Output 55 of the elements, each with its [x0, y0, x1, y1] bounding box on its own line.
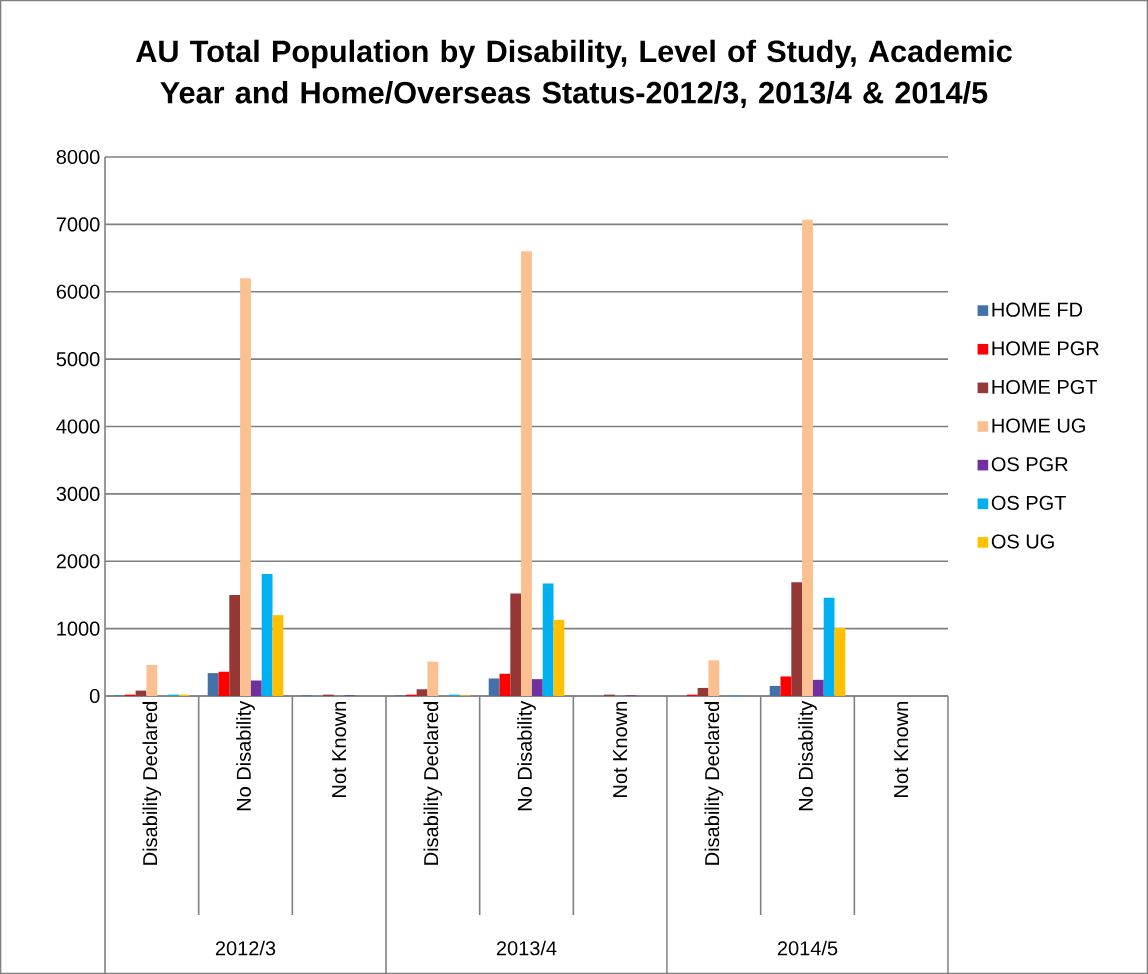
y-tick-label: 6000: [56, 284, 100, 299]
y-tick-label: 0: [89, 688, 100, 704]
y-tick-label: 4000: [56, 419, 100, 434]
bar: [769, 685, 781, 696]
y-tick-label: 5000: [56, 352, 100, 367]
legend-label: OS UG: [991, 534, 1054, 549]
bar: [250, 680, 262, 696]
legend-label: HOME UG: [992, 418, 1085, 433]
bar: [521, 251, 532, 696]
y-tick-label: 7000: [56, 217, 100, 232]
bar: [218, 671, 230, 696]
text: 2013/4: [496, 940, 557, 956]
x-tick-label: No Disability: [236, 700, 255, 811]
legend-label: OS PGT: [991, 495, 1066, 510]
y-tick-label: 2000: [56, 554, 100, 569]
bar: [834, 627, 846, 696]
x-tick-label: Disability Declared: [423, 702, 443, 865]
bar: [542, 583, 554, 696]
x-tick-label: No Disability: [798, 700, 817, 811]
bar: [499, 673, 511, 696]
bar: [488, 678, 500, 696]
bar: [416, 689, 428, 696]
x-tick-label: Disability Declared: [704, 702, 724, 865]
x-tick-label: Not Known: [613, 702, 628, 797]
bar: [780, 676, 792, 696]
bar: [510, 593, 522, 696]
text: 2014/5: [777, 940, 838, 956]
x-tick-label: Disability Declared: [142, 702, 162, 865]
bar: [261, 574, 273, 696]
legend-label: HOME FD: [992, 302, 1083, 317]
x-tick-label: Not Known: [894, 702, 909, 797]
bar: [812, 679, 824, 696]
chart-title: AU Total Population by Disability, Level of Study, Academic Year and Home/Overseas Status-2012/3, 2013/4 & 2014/5: [136, 39, 1012, 108]
bar: [240, 278, 251, 696]
bar: [823, 597, 835, 696]
bar: [146, 665, 158, 696]
legend-label: HOME PGR: [992, 341, 1099, 356]
bar: [697, 687, 709, 696]
bar: [272, 615, 284, 696]
bar: [708, 660, 720, 696]
bar: [427, 661, 439, 696]
bar: [229, 594, 241, 696]
bar: [791, 582, 803, 696]
y-tick-label: 1000: [57, 621, 100, 636]
legend-label: HOME PGT: [992, 379, 1098, 395]
x-tick-label: Not Known: [332, 702, 347, 797]
y-tick-label: 3000: [56, 486, 100, 501]
legend-label: OS PGR: [991, 457, 1068, 472]
x-tick-label: No Disability: [517, 700, 536, 811]
bar: [553, 619, 565, 696]
bar: [207, 673, 219, 696]
bar: [802, 219, 813, 696]
bar: [531, 679, 543, 696]
y-tick-label: 8000: [56, 149, 100, 165]
text: 2012/3: [215, 940, 276, 956]
